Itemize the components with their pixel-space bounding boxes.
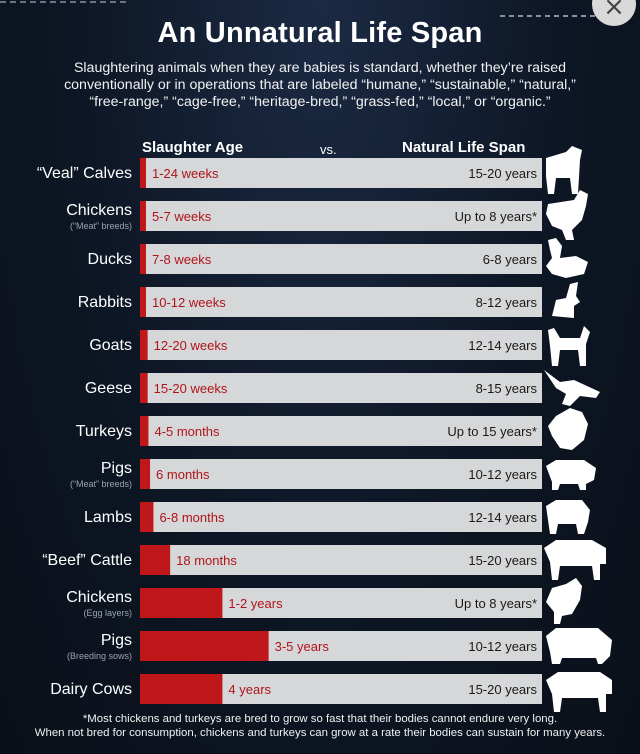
animal-label: Geese	[85, 380, 132, 397]
subtitle-line: “free-range,” “cage-free,” “heritage-bre…	[89, 94, 551, 110]
slaughter-bar	[140, 201, 146, 231]
lifespan-bar	[140, 201, 542, 231]
life-span-label: 12-14 years	[468, 338, 537, 353]
lifespan-bar	[140, 373, 542, 403]
duck-silhouette-icon	[546, 238, 588, 278]
lamb-silhouette-icon	[546, 500, 590, 534]
animal-label: Ducks	[88, 251, 132, 268]
chicken-silhouette-icon	[546, 190, 588, 240]
turkey-silhouette-icon	[548, 408, 588, 450]
lifespan-bar	[140, 244, 542, 274]
animal-sublabel: (Egg layers)	[83, 608, 132, 618]
animal-label: Chickens	[66, 589, 132, 606]
slaughter-bar	[140, 502, 154, 532]
lifespan-bar	[140, 416, 542, 446]
slaughter-bar	[140, 158, 146, 188]
footnote-line: *Most chickens and turkeys are bred to g…	[82, 713, 558, 725]
slaughter-age-label: 15-20 weeks	[154, 381, 228, 396]
animal-label: Lambs	[84, 509, 132, 526]
life-span-label: 8-15 years	[476, 381, 538, 396]
rabbit-silhouette-icon	[552, 282, 580, 318]
footnote: *Most chickens and turkeys are bred to g…	[0, 712, 640, 740]
slaughter-age-label: 12-20 weeks	[154, 338, 228, 353]
goat-silhouette-icon	[548, 326, 590, 366]
life-span-label: 15-20 years	[468, 682, 537, 697]
calf-silhouette-icon	[546, 146, 582, 194]
slaughter-bar	[140, 459, 151, 489]
dairy-cow-silhouette-icon	[546, 672, 612, 712]
life-span-label: Up to 15 years*	[447, 424, 537, 439]
slaughter-bar	[140, 588, 223, 618]
life-span-label: 6-8 years	[483, 252, 538, 267]
subtitle-line: Slaughtering animals when they are babie…	[73, 60, 567, 76]
animal-label: Rabbits	[78, 294, 132, 311]
lifespan-bar	[140, 158, 542, 188]
slaughter-bar	[140, 330, 148, 360]
slaughter-bar	[140, 244, 146, 274]
animal-sublabel: (Breeding sows)	[67, 651, 132, 661]
hen-silhouette-icon	[546, 578, 582, 624]
slaughter-age-label: 6 months	[156, 467, 210, 482]
life-span-label: 10-12 years	[468, 639, 537, 654]
slaughter-age-label: 3-5 years	[275, 639, 330, 654]
animal-label: “Beef” Cattle	[42, 552, 132, 569]
slaughter-age-label: 10-12 weeks	[152, 295, 226, 310]
slaughter-bar	[140, 373, 148, 403]
life-span-label: Up to 8 years*	[455, 596, 537, 611]
lifespan-bar	[140, 545, 542, 575]
chart-subtitle: Slaughtering animals when they are babie…	[22, 60, 618, 111]
animal-sublabel: (“Meat” breeds)	[70, 479, 132, 489]
sow-silhouette-icon	[546, 628, 612, 664]
cattle-silhouette-icon	[544, 540, 606, 580]
slaughter-bar	[140, 674, 223, 704]
pig-silhouette-icon	[546, 460, 596, 490]
natural-life-span-header: Natural Life Span	[402, 139, 526, 156]
animal-label: Pigs	[101, 460, 132, 477]
chart-title: An Unnatural Life Span	[157, 17, 483, 49]
life-span-label: 15-20 years	[468, 166, 537, 181]
slaughter-age-label: 1-24 weeks	[152, 166, 219, 181]
slaughter-age-label: 18 months	[176, 553, 237, 568]
slaughter-age-label: 1-2 years	[228, 596, 283, 611]
slaughter-age-label: 7-8 weeks	[152, 252, 212, 267]
vs-label: vs.	[320, 142, 337, 157]
lifespan-bar	[140, 459, 542, 489]
animal-label: Goats	[89, 337, 132, 354]
slaughter-bar	[140, 287, 146, 317]
animal-label: Chickens	[66, 202, 132, 219]
subtitle-line: conventionally or in operations that are…	[64, 77, 576, 93]
footnote-line: When not bred for consumption, chickens …	[34, 727, 606, 739]
life-span-label: 8-12 years	[476, 295, 538, 310]
lifespan-bar	[140, 502, 542, 532]
life-span-label: Up to 8 years*	[455, 209, 537, 224]
slaughter-age-header: Slaughter Age	[142, 139, 244, 156]
lifespan-bar	[140, 330, 542, 360]
slaughter-bar	[140, 631, 269, 661]
lifespan-bar	[140, 287, 542, 317]
animal-label: “Veal” Calves	[37, 165, 132, 182]
life-span-label: 15-20 years	[468, 553, 537, 568]
slaughter-age-label: 6-8 months	[159, 510, 225, 525]
animal-label: Dairy Cows	[50, 681, 132, 698]
slaughter-bar	[140, 416, 149, 446]
top-decoration	[0, 1, 598, 17]
slaughter-age-label: 4-5 months	[154, 424, 220, 439]
slaughter-bar	[140, 545, 171, 575]
life-span-label: 10-12 years	[468, 467, 537, 482]
goose-silhouette-icon	[544, 370, 600, 406]
animal-label: Turkeys	[76, 423, 132, 440]
slaughter-age-label: 5-7 weeks	[152, 209, 212, 224]
slaughter-age-label: 4 years	[228, 682, 271, 697]
animal-label: Pigs	[101, 632, 132, 649]
life-span-label: 12-14 years	[468, 510, 537, 525]
animal-sublabel: (“Meat” breeds)	[70, 221, 132, 231]
